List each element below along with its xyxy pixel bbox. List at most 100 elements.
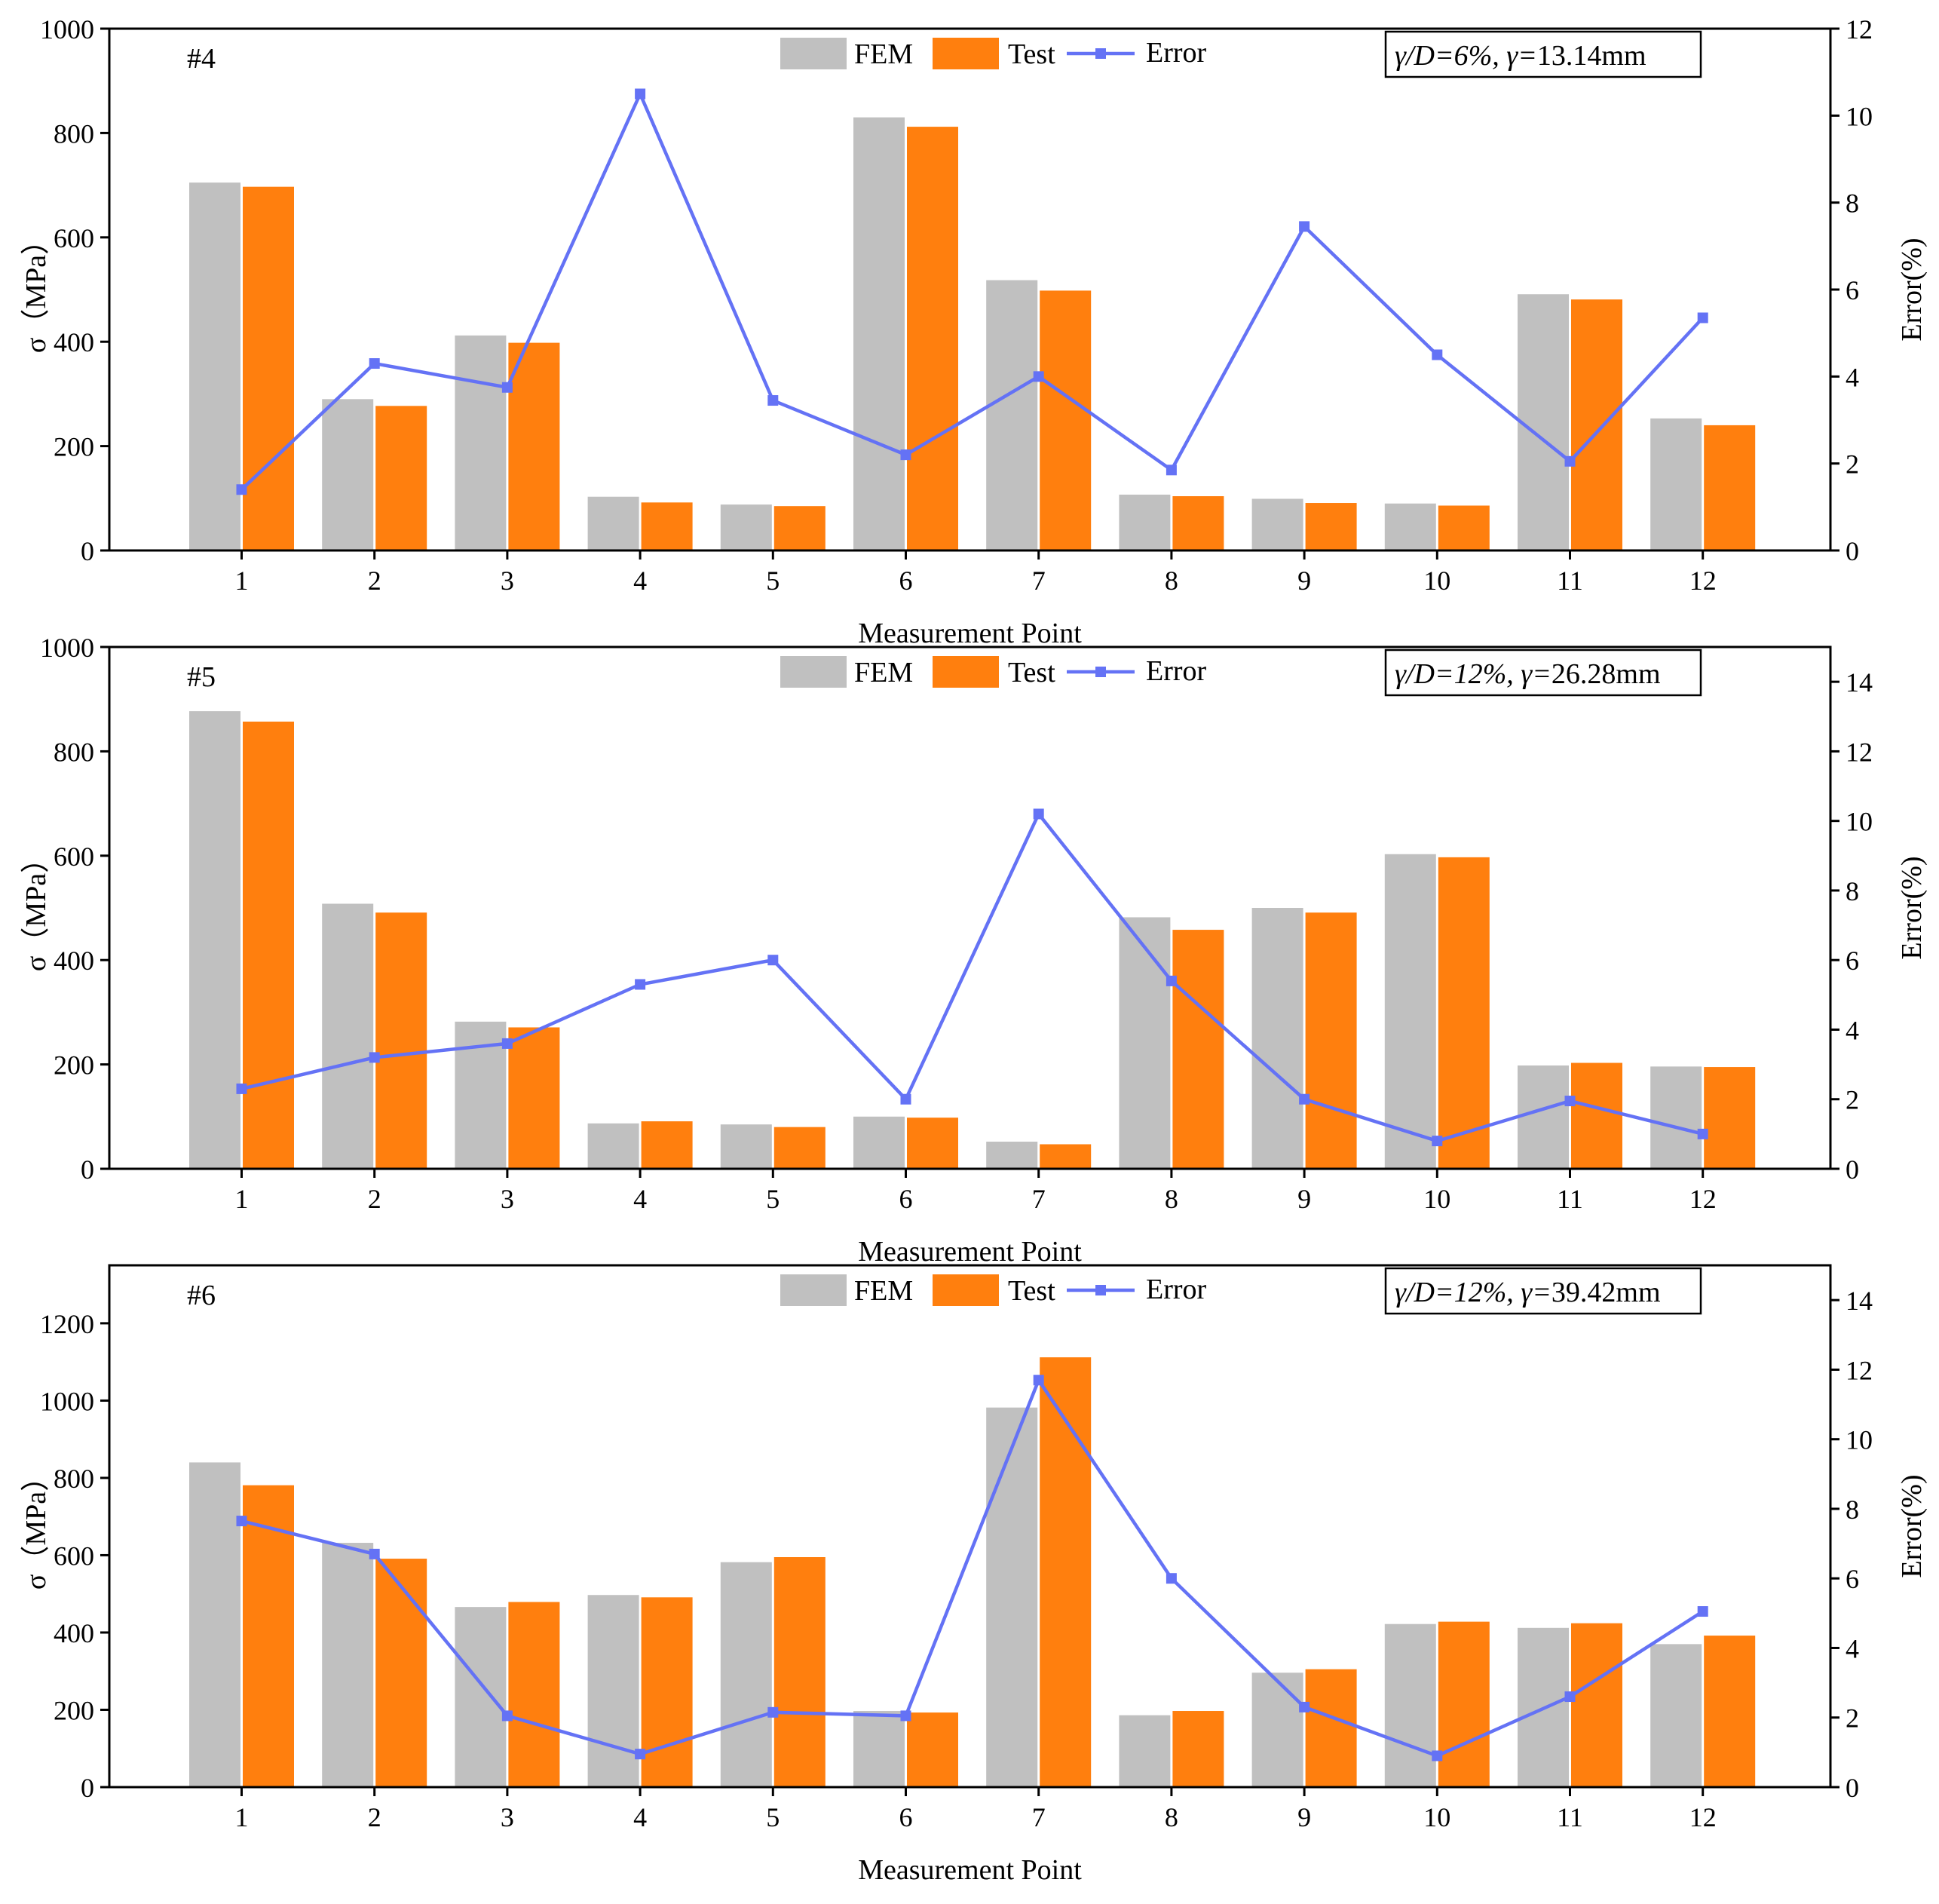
- x-tick-label: 11: [1557, 1802, 1583, 1832]
- test-bar: [243, 721, 294, 1169]
- y-tick-label: 1000: [40, 14, 94, 44]
- y-tick-label: 1000: [40, 633, 94, 663]
- x-axis-title: Measurement Point: [858, 1854, 1082, 1886]
- y2-tick-label: 12: [1846, 1355, 1873, 1385]
- error-point: [1432, 349, 1443, 360]
- y-tick-label: 200: [54, 1050, 94, 1081]
- legend-test-swatch: [933, 1274, 999, 1306]
- annotation-value: 39.42mm: [1552, 1277, 1661, 1308]
- fem-bar: [189, 711, 240, 1169]
- legend-error-label: Error: [1146, 1274, 1207, 1305]
- error-point: [1432, 1750, 1443, 1761]
- y-axis-title: σ（MPa）: [20, 1463, 52, 1590]
- error-point: [1033, 1375, 1044, 1386]
- error-point: [369, 1548, 380, 1559]
- test-bar: [1040, 1144, 1092, 1169]
- y-tick-label: 400: [54, 946, 94, 976]
- x-tick-label: 9: [1297, 566, 1311, 596]
- y-tick-label: 800: [54, 737, 94, 767]
- test-bar: [375, 1559, 427, 1787]
- error-point: [236, 1516, 247, 1527]
- y2-tick-label: 8: [1846, 1495, 1859, 1525]
- error-point: [1033, 808, 1044, 820]
- y-tick-label: 0: [81, 1154, 94, 1185]
- error-point: [767, 395, 779, 406]
- legend-error-marker: [1095, 667, 1106, 677]
- test-bar: [1704, 1067, 1756, 1169]
- y-tick-label: 400: [54, 327, 94, 357]
- fem-bar: [455, 1607, 507, 1787]
- test-bar: [641, 1597, 693, 1787]
- fem-bar: [1119, 1715, 1171, 1787]
- test-bar: [1438, 1621, 1490, 1787]
- error-line: [240, 89, 1705, 491]
- x-tick-label: 8: [1165, 1184, 1178, 1214]
- y-axis-title: σ（MPa）: [20, 226, 52, 353]
- error-point: [635, 88, 646, 100]
- error-point: [1299, 1093, 1310, 1105]
- x-tick-label: 1: [235, 566, 249, 596]
- error-point: [501, 1038, 513, 1049]
- x-tick-label: 10: [1423, 1802, 1450, 1832]
- annotation-prefix: γ/D=12%, γ=: [1395, 658, 1552, 690]
- legend-error-marker: [1095, 1285, 1106, 1295]
- fem-bar: [1650, 1644, 1702, 1787]
- error-point: [1697, 1606, 1708, 1617]
- y2-tick-label: 4: [1846, 362, 1859, 392]
- annotation-prefix: γ/D=6%, γ=: [1395, 40, 1537, 72]
- test-bar: [1571, 299, 1622, 550]
- x-tick-label: 1: [235, 1184, 249, 1214]
- legend-fem-label: FEM: [854, 1275, 913, 1307]
- y2-tick-label: 4: [1846, 1015, 1859, 1045]
- panel-label: #5: [187, 661, 216, 693]
- annotation-box: [1384, 1267, 1702, 1315]
- test-bar: [773, 1557, 826, 1787]
- x-tick-label: 11: [1557, 566, 1583, 596]
- legend-error-label: Error: [1146, 37, 1207, 69]
- test-bar: [1172, 930, 1224, 1169]
- x-axis-title: Measurement Point: [858, 618, 1082, 649]
- y2-tick-label: 0: [1846, 536, 1859, 566]
- y2-tick-label: 10: [1846, 101, 1873, 131]
- fem-bar: [322, 399, 374, 550]
- y2-tick-label: 0: [1846, 1154, 1859, 1185]
- fem-bar: [587, 496, 639, 550]
- fem-bar: [1251, 498, 1303, 550]
- fem-bar: [1251, 1673, 1303, 1787]
- x-tick-label: 8: [1165, 1802, 1178, 1832]
- test-bar: [907, 1118, 958, 1169]
- error-point: [767, 1706, 779, 1718]
- test-bar: [1438, 857, 1490, 1169]
- legend-error-label: Error: [1146, 655, 1207, 687]
- fem-bar: [1518, 294, 1569, 550]
- annotation-text: γ/D=12%, γ=26.28mm: [1395, 658, 1661, 690]
- test-bar: [1571, 1062, 1622, 1169]
- y2-tick-label: 2: [1846, 449, 1859, 480]
- annotation-box: [1384, 648, 1702, 697]
- y2-tick-label: 4: [1846, 1633, 1859, 1663]
- y2-axis-title: Error(%): [1896, 856, 1928, 959]
- legend-test-label: Test: [1008, 657, 1055, 688]
- fem-bar: [720, 504, 772, 550]
- legend-fem-swatch: [780, 38, 847, 69]
- test-bar: [508, 1602, 560, 1787]
- x-tick-label: 6: [899, 566, 913, 596]
- error-point: [1564, 1691, 1576, 1703]
- test-bar: [907, 127, 958, 550]
- legend-fem-label: FEM: [854, 38, 913, 70]
- fem-bar: [853, 1116, 905, 1169]
- y2-tick-label: 12: [1846, 14, 1873, 44]
- test-bar: [773, 506, 826, 550]
- y-tick-label: 800: [54, 118, 94, 149]
- x-tick-label: 4: [633, 1184, 647, 1214]
- error-point: [1299, 221, 1310, 232]
- fem-bar: [587, 1595, 639, 1787]
- test-bar: [1305, 1669, 1357, 1787]
- test-bar: [1172, 496, 1224, 550]
- x-tick-label: 9: [1297, 1802, 1311, 1832]
- plot-frame-border: [108, 645, 1832, 1170]
- test-bar: [508, 1027, 560, 1169]
- error-point: [369, 358, 380, 369]
